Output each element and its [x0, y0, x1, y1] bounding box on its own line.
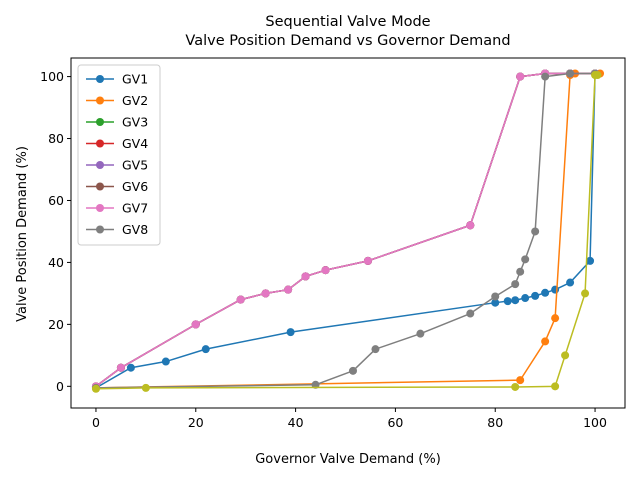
y-tick-label: 60: [48, 193, 64, 208]
data-point: [284, 285, 293, 294]
data-point: [491, 292, 500, 301]
data-point: [593, 71, 602, 80]
data-point: [503, 297, 512, 306]
legend-label: GV6: [122, 179, 148, 194]
data-point: [363, 256, 372, 265]
data-point: [516, 72, 525, 81]
series-unlabeled: [91, 71, 602, 393]
data-point: [416, 329, 425, 338]
data-point: [521, 294, 530, 303]
data-point: [116, 363, 125, 372]
legend-marker: [96, 225, 104, 234]
legend: GV1 GV2 GV3 GV4 GV5 GV6 GV7 GV8: [77, 64, 161, 246]
x-tick-label: 60: [387, 415, 403, 430]
legend-marker: [96, 75, 104, 83]
data-point: [521, 255, 530, 264]
data-point: [586, 256, 595, 265]
data-point: [551, 382, 560, 391]
series-line: [95, 72, 596, 387]
legend-marker: [96, 182, 104, 191]
data-point: [531, 227, 540, 236]
legend-item-gv7: GV7: [86, 201, 148, 216]
series-line: [95, 74, 598, 390]
data-point: [126, 363, 135, 372]
data-point: [201, 345, 210, 354]
data-point: [531, 291, 540, 300]
legend-item-gv8: GV8: [86, 222, 148, 237]
data-point: [511, 382, 520, 391]
data-point: [301, 272, 310, 281]
legend-label: GV1: [122, 72, 148, 87]
data-point: [541, 288, 550, 297]
legend-item-gv4: GV4: [86, 136, 148, 151]
legend-label: GV3: [122, 115, 148, 130]
data-point: [261, 289, 270, 298]
x-tick-label: 100: [583, 415, 607, 430]
legend-item-gv1: GV1: [86, 72, 148, 87]
data-point: [566, 69, 575, 78]
data-point: [141, 383, 150, 392]
x-axis-label: Governor Valve Demand (%): [255, 452, 441, 467]
chart-title: Sequential Valve Mode: [265, 14, 430, 30]
y-tick-label: 40: [48, 255, 64, 270]
y-tick-label: 100: [40, 69, 64, 84]
series-line: [95, 72, 596, 389]
legend-box: [77, 64, 161, 246]
legend-item-gv5: GV5: [86, 158, 148, 173]
y-tick-label: 80: [48, 131, 64, 146]
data-point: [236, 295, 245, 304]
chart-subtitle: Valve Position Demand vs Governor Demand: [185, 33, 510, 49]
data-point: [581, 289, 590, 298]
axes-frame: [70, 57, 626, 409]
y-tick-label: 0: [56, 379, 64, 394]
legend-label: GV4: [122, 136, 148, 151]
legend-label: GV8: [122, 222, 148, 237]
legend-marker: [96, 139, 104, 148]
legend-item-gv6: GV6: [86, 179, 148, 194]
legend-item-gv2: GV2: [86, 93, 148, 108]
legend-marker: [96, 118, 104, 126]
data-point: [286, 328, 295, 337]
data-point: [91, 384, 100, 393]
data-point: [348, 366, 357, 375]
data-point: [191, 320, 200, 329]
legend-marker: [96, 204, 104, 212]
y-tick-label: 20: [48, 317, 64, 332]
data-point: [511, 280, 520, 289]
x-tick-label: 40: [288, 415, 304, 430]
data-point: [161, 357, 170, 366]
data-point: [371, 345, 380, 354]
legend-marker: [96, 161, 104, 169]
data-point: [511, 296, 520, 305]
data-point: [561, 351, 570, 360]
plot-area: 0 20 40 60 80 100 0 20 40 60 80 100: [40, 57, 626, 430]
data-point: [566, 278, 575, 287]
data-point: [551, 314, 560, 323]
data-point: [541, 72, 550, 81]
data-point: [516, 376, 525, 385]
data-point: [466, 309, 475, 318]
data-point: [541, 337, 550, 346]
data-point: [466, 221, 475, 230]
data-point: [551, 285, 560, 294]
y-axis-label: Valve Position Demand (%): [15, 146, 30, 322]
x-tick-label: 20: [188, 415, 204, 430]
legend-label: GV7: [122, 201, 148, 216]
data-point: [491, 298, 500, 307]
x-tick-label: 80: [487, 415, 503, 430]
legend-label: GV2: [122, 93, 148, 108]
legend-item-gv3: GV3: [86, 115, 148, 130]
x-tick-label: 0: [92, 415, 100, 430]
data-point: [516, 267, 525, 276]
data-point: [321, 266, 330, 275]
legend-label: GV5: [122, 158, 148, 173]
legend-marker: [96, 96, 104, 105]
